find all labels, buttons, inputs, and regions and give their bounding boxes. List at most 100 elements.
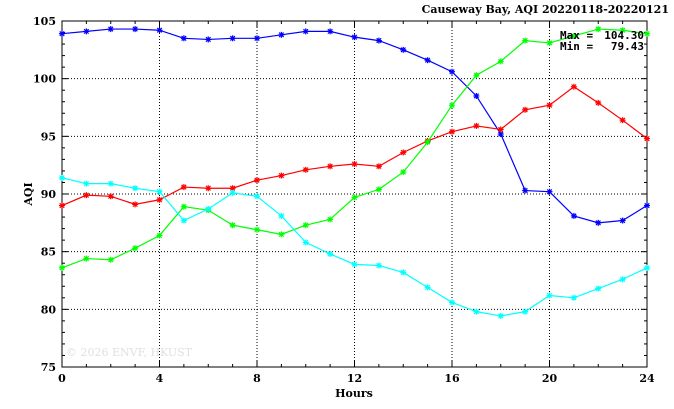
x-tick-label: 12 (347, 372, 362, 385)
data-point-marker (449, 102, 455, 109)
data-point-marker (570, 32, 577, 39)
data-point-marker (522, 37, 529, 44)
data-point-marker (351, 161, 358, 168)
y-axis-label: AQI (22, 182, 35, 206)
data-point-marker (619, 217, 626, 224)
data-point-marker (278, 31, 285, 38)
data-point-marker (424, 139, 431, 146)
data-point-marker (473, 72, 480, 79)
max-annotation: Max = 104.30 (560, 29, 644, 42)
data-point-marker (327, 216, 334, 223)
data-point-marker (254, 177, 260, 184)
data-point-marker (522, 106, 529, 113)
data-point-marker (595, 99, 602, 106)
data-point-marker (644, 264, 650, 271)
data-point-marker (351, 194, 358, 201)
data-point-marker (424, 57, 431, 64)
data-point-marker (229, 189, 236, 196)
x-tick-label: 4 (156, 372, 164, 385)
data-point-marker (595, 26, 602, 33)
data-point-marker (327, 163, 334, 170)
min-label: Min = (560, 40, 593, 53)
data-point-marker (473, 122, 480, 129)
data-point-marker (424, 284, 431, 291)
data-point-marker (205, 205, 212, 212)
data-point-marker (278, 212, 285, 219)
min-value: 79.43 (611, 40, 644, 53)
data-point-marker (180, 217, 187, 224)
data-point-marker (351, 34, 358, 41)
data-point-marker (205, 36, 212, 43)
data-point-marker (83, 28, 90, 35)
data-point-marker (59, 174, 65, 181)
series-line (61, 86, 648, 207)
series-2 (59, 26, 650, 271)
data-point-marker (449, 299, 455, 306)
series-group (59, 26, 650, 319)
data-point-marker (473, 92, 480, 99)
data-point-marker (107, 180, 114, 187)
data-point-marker (302, 239, 309, 246)
y-tick-label: 100 (33, 73, 56, 86)
data-point-marker (180, 203, 187, 210)
data-point-marker (59, 30, 65, 37)
y-tick-label: 85 (41, 246, 56, 259)
grid-lines (62, 21, 647, 367)
x-tick-label: 8 (253, 372, 261, 385)
data-point-marker (619, 276, 626, 283)
data-point-marker (83, 180, 90, 187)
data-point-marker (497, 58, 504, 65)
data-point-marker (375, 262, 382, 269)
x-tick-label: 24 (639, 372, 655, 385)
data-point-marker (254, 35, 260, 42)
series-line (61, 28, 648, 269)
data-point-marker (83, 192, 90, 199)
series-1 (59, 83, 650, 209)
data-point-marker (595, 285, 602, 292)
data-point-marker (449, 128, 455, 135)
data-point-marker (180, 35, 187, 42)
data-point-marker (570, 83, 577, 90)
data-point-marker (595, 219, 602, 226)
data-point-marker (473, 308, 480, 315)
min-annotation: Min = 79.43 (560, 40, 644, 53)
data-point-marker (522, 187, 529, 194)
data-point-marker (132, 26, 139, 33)
x-tick-label: 16 (444, 372, 460, 385)
data-point-marker (546, 102, 553, 109)
axis-ticks (61, 20, 648, 368)
watermark: © 2026 ENVF, HKUST (66, 346, 193, 359)
data-point-marker (229, 35, 236, 42)
data-point-marker (132, 201, 139, 208)
data-point-marker (546, 292, 553, 299)
data-point-marker (351, 261, 358, 268)
data-point-marker (327, 28, 334, 35)
series-3 (59, 174, 650, 319)
data-point-marker (278, 172, 285, 179)
y-tick-labels: 75 80 85 90 95 100 105 (33, 15, 56, 374)
data-point-marker (59, 264, 65, 271)
data-point-marker (546, 188, 553, 195)
data-point-marker (254, 226, 260, 233)
data-point-marker (180, 184, 187, 191)
data-point-marker (497, 126, 504, 133)
y-tick-label: 105 (33, 15, 56, 28)
data-point-marker (156, 232, 163, 239)
data-point-marker (449, 68, 455, 75)
data-point-marker (59, 202, 65, 209)
data-point-marker (546, 39, 553, 46)
data-point-marker (644, 202, 650, 209)
data-point-marker (375, 163, 382, 170)
x-tick-labels: 0 4 8 12 16 20 24 (58, 372, 655, 385)
data-point-marker (83, 255, 90, 262)
y-tick-label: 90 (41, 188, 57, 201)
data-point-marker (107, 193, 114, 200)
data-point-marker (278, 231, 285, 238)
y-tick-label: 80 (41, 303, 57, 316)
data-point-marker (132, 245, 139, 252)
data-point-marker (644, 135, 650, 142)
x-tick-label: 0 (58, 372, 66, 385)
data-point-marker (327, 250, 334, 257)
data-point-marker (375, 37, 382, 44)
